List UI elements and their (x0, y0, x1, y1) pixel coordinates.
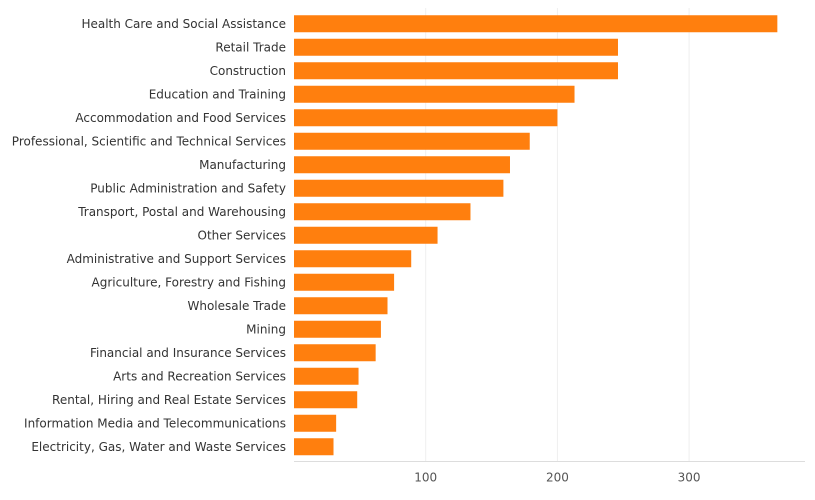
category-label-14: Financial and Insurance Services (90, 346, 286, 360)
category-label-13: Mining (246, 322, 286, 336)
category-label-7: Public Administration and Safety (90, 181, 286, 195)
bar-4 (294, 109, 558, 127)
bar-0 (294, 15, 778, 33)
category-label-17: Information Media and Telecommunications (24, 416, 286, 430)
x-tick-label-200: 200 (546, 471, 569, 485)
bar-13 (294, 320, 381, 338)
category-label-12: Wholesale Trade (187, 299, 286, 313)
bar-14 (294, 344, 376, 362)
category-label-3: Education and Training (149, 87, 286, 101)
bar-8 (294, 203, 471, 221)
bar-1 (294, 38, 618, 56)
category-label-1: Retail Trade (215, 40, 286, 54)
bar-layer (294, 15, 778, 456)
category-label-15: Arts and Recreation Services (113, 369, 286, 383)
bar-7 (294, 179, 504, 197)
category-label-2: Construction (210, 64, 286, 78)
category-label-0: Health Care and Social Assistance (81, 17, 286, 31)
bar-12 (294, 297, 388, 315)
category-label-16: Rental, Hiring and Real Estate Services (52, 393, 286, 407)
x-tick-layer: 100 200 300 (414, 471, 700, 485)
category-label-layer: Health Care and Social Assistance Retail … (12, 17, 286, 454)
category-label-10: Administrative and Support Services (67, 252, 286, 266)
bar-18 (294, 438, 334, 456)
bar-2 (294, 62, 618, 80)
category-label-6: Manufacturing (199, 158, 286, 172)
category-label-18: Electricity, Gas, Water and Waste Servic… (31, 440, 286, 454)
x-tick-label-300: 300 (678, 471, 701, 485)
category-label-8: Transport, Postal and Warehousing (77, 205, 286, 219)
category-label-11: Agriculture, Forestry and Fishing (92, 275, 286, 289)
bar-15 (294, 367, 359, 385)
bar-5 (294, 132, 530, 150)
bar-3 (294, 85, 575, 103)
bar-10 (294, 250, 412, 268)
bar-11 (294, 273, 395, 291)
category-label-5: Professional, Scientific and Technical S… (12, 134, 286, 148)
bar-16 (294, 391, 358, 409)
bar-17 (294, 414, 337, 432)
category-label-4: Accommodation and Food Services (75, 111, 286, 125)
x-tick-label-100: 100 (414, 471, 437, 485)
category-label-9: Other Services (198, 228, 287, 242)
bar-6 (294, 156, 510, 174)
bar-9 (294, 226, 438, 244)
